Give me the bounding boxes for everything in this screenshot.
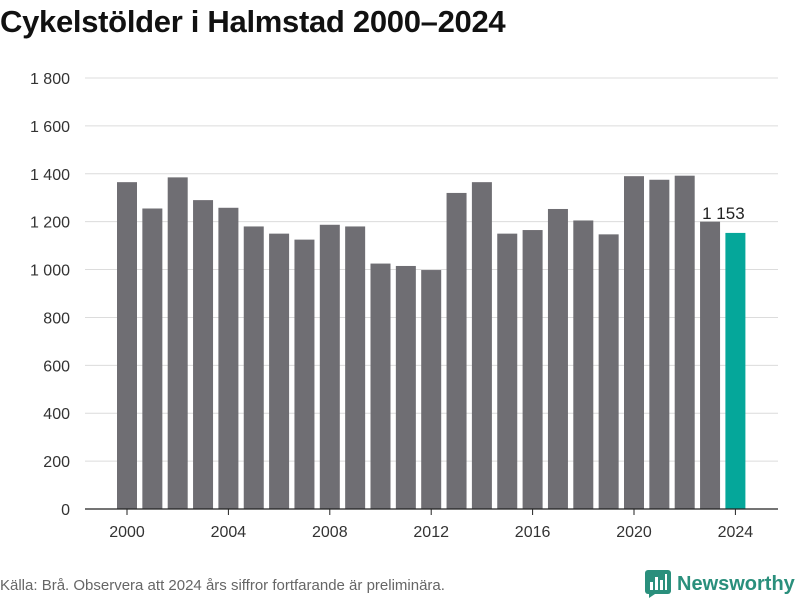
bar-chart: 0 200 400 600 800 1 000 1 200 1 400 1 600 1 800 2… (30, 71, 778, 541)
bar-2016 (522, 230, 543, 509)
y-tick-label: 1 800 (30, 71, 70, 88)
newsworthy-logo-icon (645, 570, 671, 598)
x-tick-label: 2008 (312, 524, 348, 541)
bar-2008 (319, 224, 340, 509)
bar-2003 (193, 200, 214, 509)
bar-2004 (218, 207, 239, 510)
bar-2014 (471, 182, 492, 510)
bar-2023 (700, 221, 721, 509)
y-tick-label: 200 (43, 454, 70, 471)
bar-2009 (345, 226, 366, 509)
chart-title: Cykelstölder i Halmstad 2000–2024 (0, 4, 506, 39)
x-axis: 2000 2004 2008 2012 2016 2020 2024 (85, 508, 778, 541)
y-axis: 0 200 400 600 800 1 000 1 200 1 400 1 600 1 800 (30, 71, 70, 519)
bar-2017 (547, 208, 568, 509)
y-tick-label: 600 (43, 358, 70, 375)
brand-logo[interactable]: Newsworthy (645, 569, 795, 599)
bar-2005 (243, 226, 264, 509)
value-label-2024: 1 153 (702, 204, 745, 223)
bar-2020 (624, 176, 644, 509)
x-tick-label: 2020 (616, 524, 652, 541)
x-tick-label: 2016 (515, 524, 551, 541)
y-tick-label: 400 (43, 406, 70, 423)
y-tick-label: 1 400 (30, 167, 70, 184)
bar-2002 (167, 177, 188, 509)
bars (117, 175, 746, 510)
bar-2018 (573, 220, 594, 509)
bar-2011 (395, 265, 416, 509)
bar-2013 (446, 192, 467, 509)
source-note: Källa: Brå. Observera att 2024 års siffr… (0, 577, 445, 594)
bar-2012 (421, 270, 442, 509)
y-tick-label: 800 (43, 310, 70, 327)
y-tick-label: 0 (61, 502, 70, 519)
x-tick-label: 2000 (109, 524, 145, 541)
bar-2001 (142, 208, 163, 509)
bar-2021 (649, 179, 670, 509)
y-tick-label: 1 000 (30, 263, 70, 280)
y-tick-label: 1 200 (30, 215, 70, 232)
brand-name: Newsworthy (677, 572, 795, 595)
x-tick-label: 2024 (718, 524, 754, 541)
bar-2024 (725, 232, 746, 509)
bar-2015 (497, 233, 518, 509)
bar-2019 (598, 234, 619, 509)
bar-2010 (370, 263, 391, 509)
x-tick-label: 2004 (211, 524, 247, 541)
bar-2022 (674, 175, 695, 509)
y-tick-label: 1 600 (30, 119, 70, 136)
bar-2007 (294, 239, 315, 509)
annotations: 1 153 (702, 204, 745, 223)
bar-2000 (117, 182, 137, 510)
bar-2006 (269, 233, 290, 509)
x-tick-label: 2012 (413, 524, 449, 541)
